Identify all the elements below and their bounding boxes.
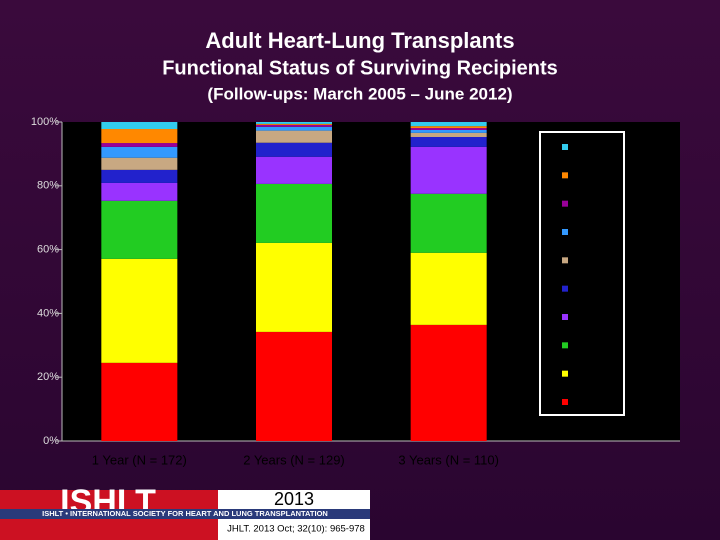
year: 2013 [274, 489, 314, 509]
bar-segment [256, 156, 332, 184]
citation-box [218, 519, 370, 540]
bar-segment [410, 324, 487, 441]
bar-segment [101, 122, 178, 130]
y-tick-label: 20% [37, 371, 59, 383]
bar-segment [410, 132, 487, 137]
y-tick-label: 60% [37, 244, 59, 256]
y-tick-label: 0% [43, 435, 59, 447]
bar-segment [410, 128, 487, 130]
bar-segment [101, 157, 178, 170]
legend-swatch [562, 200, 568, 207]
legend-swatch [562, 370, 568, 377]
bar-segment [256, 242, 332, 332]
y-tick-label: 80% [37, 180, 59, 192]
bar-segment [101, 200, 178, 259]
bar-segment [410, 252, 487, 325]
legend-swatch [562, 144, 568, 150]
x-tick-label: 1 Year (N = 172) [92, 452, 187, 467]
bar-segment [256, 124, 332, 127]
bar-segment [410, 126, 487, 129]
bar-segment [410, 122, 487, 127]
chart-subtitle: Functional Status of Surviving Recipient… [162, 57, 558, 79]
legend-swatch [562, 172, 568, 179]
legend-swatch [562, 257, 568, 264]
bar-segment [256, 126, 332, 131]
bar-segment [410, 193, 487, 253]
bar-segment [256, 331, 332, 441]
bar-segment [101, 146, 178, 158]
y-tick-label: 40% [37, 307, 59, 319]
legend-swatch [562, 314, 568, 320]
x-tick-label: 3 Years (N = 110) [398, 452, 499, 467]
chart-title: Adult Heart-Lung Transplants [205, 28, 514, 53]
legend-swatch [562, 229, 568, 235]
chart-note: (Follow-ups: March 2005 – June 2012) [207, 84, 512, 103]
x-tick-label: 2 Years (N = 129) [243, 452, 345, 467]
legend-swatch [562, 399, 568, 405]
bar-segment [101, 258, 178, 363]
bar-segment [101, 129, 178, 144]
year-box [218, 490, 370, 509]
society-strip [0, 509, 370, 519]
bar-segment [101, 169, 178, 183]
bar-segment [256, 183, 332, 243]
bar-segment [256, 123, 332, 125]
legend-swatch [562, 285, 568, 292]
bar-segment [410, 136, 487, 147]
bar-segment [256, 122, 332, 124]
bar-segment [101, 182, 178, 201]
legend-swatch [562, 342, 568, 349]
bar-segment [101, 362, 178, 441]
bar-segment [410, 129, 487, 133]
legend-box [539, 131, 625, 416]
bar-segment [101, 143, 178, 147]
citation: JHLT. 2013 Oct; 32(10): 965-978 [227, 524, 365, 535]
y-tick-label: 100% [31, 116, 59, 128]
bar-segment [256, 130, 332, 143]
bar-segment [410, 146, 487, 194]
society-name: ISHLT • INTERNATIONAL SOCIETY FOR HEART … [42, 509, 328, 518]
bar-segment [256, 142, 332, 157]
